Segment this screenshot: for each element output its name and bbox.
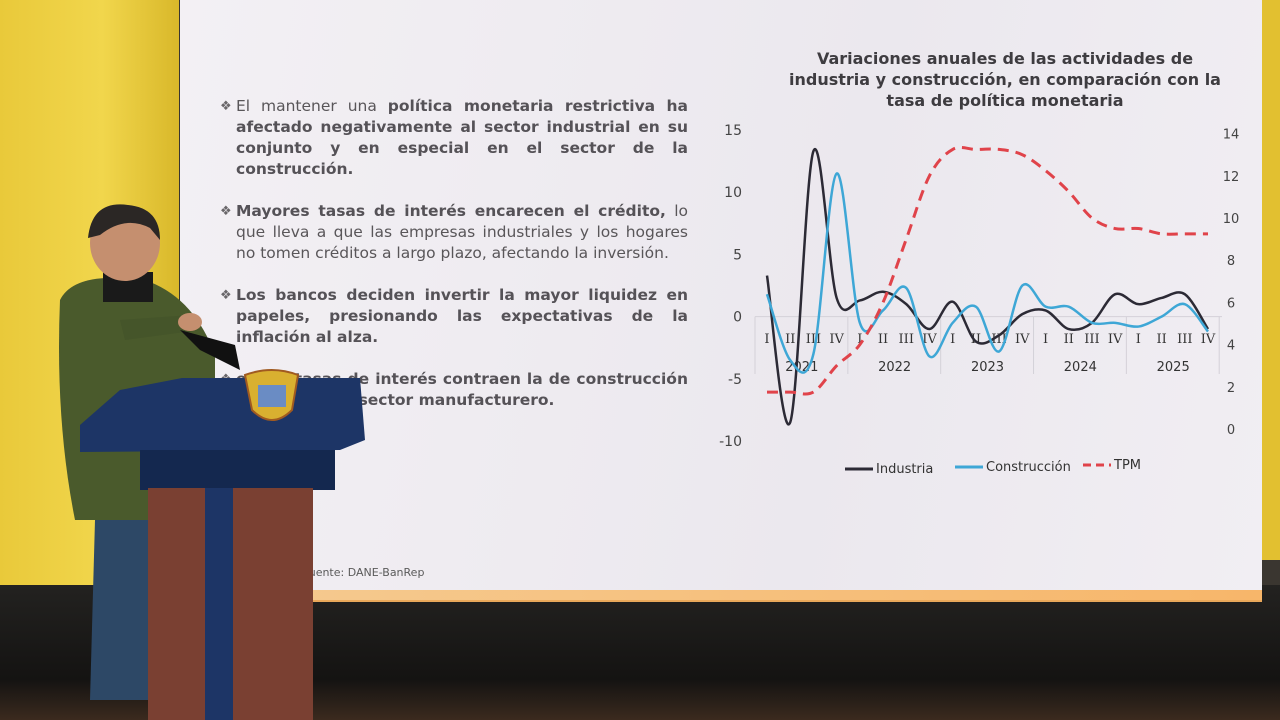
year-label: 2023 <box>971 360 1004 375</box>
left-axis-tick: -5 <box>728 372 742 388</box>
legend-label: TPM <box>1113 458 1141 473</box>
presentation-screen <box>180 0 1262 600</box>
bullet-item: ❖ Los bancos deciden invertir la mayor li… <box>220 285 688 348</box>
quarter-label: IV <box>1015 332 1030 347</box>
diamond-bullet-icon: ❖ <box>220 204 232 219</box>
right-axis-tick: 2 <box>1227 381 1235 396</box>
quarter-label: III <box>1177 332 1192 347</box>
quarter-label: I <box>857 332 862 347</box>
quarter-label: II <box>1156 332 1166 347</box>
bullet-text: el sector manufacturero. <box>331 391 555 409</box>
series-line-construcción <box>765 172 1209 374</box>
quarter-label: IV <box>922 332 937 347</box>
bullet-text: Los bancos deciden invertir la mayor liq… <box>236 286 688 346</box>
quarter-label: II <box>1064 332 1074 347</box>
quarter-label: II <box>878 332 888 347</box>
quarter-label: I <box>1043 332 1048 347</box>
right-axis-tick: 12 <box>1223 170 1240 185</box>
right-axis-tick: 8 <box>1227 254 1235 269</box>
quarter-label: III <box>899 332 914 347</box>
bullet-text: El mantener una <box>236 97 388 115</box>
right-axis-tick: 0 <box>1227 423 1235 438</box>
slide-source: . Fuente: DANE-BanRep <box>296 566 425 579</box>
right-axis-tick: 14 <box>1223 128 1240 143</box>
podium <box>80 369 365 720</box>
right-axis-tick: 4 <box>1227 339 1235 354</box>
quarter-label: III <box>1084 332 1099 347</box>
quarter-label: IV <box>1108 332 1123 347</box>
legend-label: Construcción <box>986 460 1071 475</box>
chart-title: Variaciones anuales de las actividades d… <box>789 49 1221 110</box>
quarter-label: I <box>950 332 955 347</box>
bullet-item: ❖ Mayores tasas de interés encarecen el c… <box>220 201 688 264</box>
diamond-bullet-icon: ❖ <box>220 288 232 303</box>
quarter-label: IV <box>829 332 844 347</box>
bullet-text: lo que lleva a que las empresas industri… <box>236 202 688 262</box>
quarter-label: IV <box>1201 332 1216 347</box>
left-axis-tick: 0 <box>733 310 742 326</box>
quarter-label: II <box>785 332 795 347</box>
quarter-label: III <box>806 332 821 347</box>
speaker-and-podium <box>59 204 365 720</box>
quarter-label: I <box>764 332 769 347</box>
quarter-label: II <box>971 332 981 347</box>
bullet-text: Mayores tasas de interés encarecen el cr… <box>236 202 666 220</box>
series-line-tpm <box>767 145 1208 396</box>
screen-bottom-strip <box>300 590 1262 600</box>
left-axis-tick: 10 <box>724 185 742 201</box>
year-label: 2024 <box>1064 360 1097 375</box>
bullet-text: de construcción <box>542 370 688 388</box>
quarter-label: I <box>1136 332 1141 347</box>
right-axis-tick: 6 <box>1227 296 1235 311</box>
year-label: 2025 <box>1157 360 1190 375</box>
bullet-text: política monetaria restrictiva ha afecta… <box>236 97 689 178</box>
diamond-bullet-icon: ❖ <box>220 99 232 114</box>
left-axis-tick: -10 <box>719 434 742 450</box>
series-line-industria <box>765 147 1210 426</box>
left-axis-tick: 5 <box>733 247 742 263</box>
right-axis-tick: 10 <box>1223 212 1240 227</box>
year-label: 2022 <box>878 360 911 375</box>
bullet-item: ❖ El mantener una política monetaria rest… <box>220 96 688 180</box>
left-axis-tick: 15 <box>724 123 742 139</box>
legend-label: Industria <box>876 462 933 477</box>
